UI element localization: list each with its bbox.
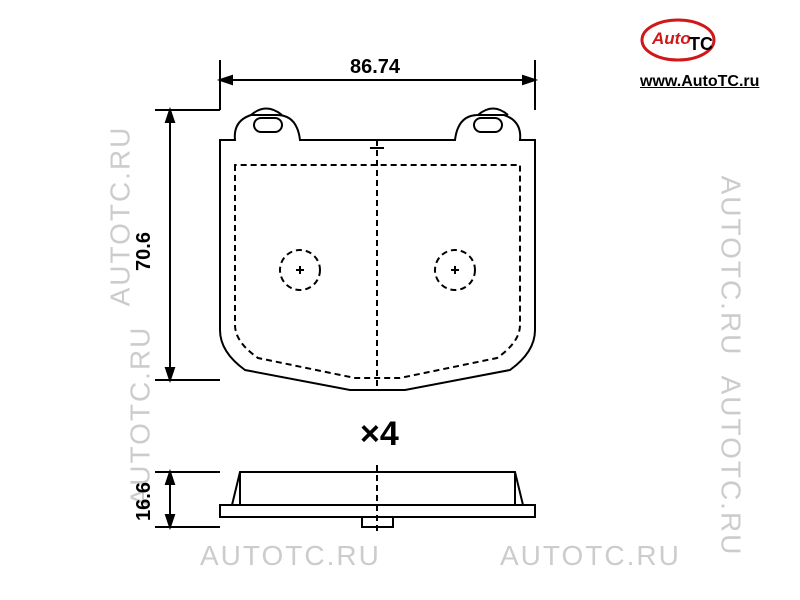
dimension-height-label: 70.6 — [133, 232, 156, 271]
quantity-label: ×4 — [360, 415, 399, 454]
dimension-width-label: 86.74 — [350, 56, 400, 79]
dimension-thickness-label: 16.6 — [133, 482, 156, 521]
technical-drawing — [0, 0, 800, 600]
